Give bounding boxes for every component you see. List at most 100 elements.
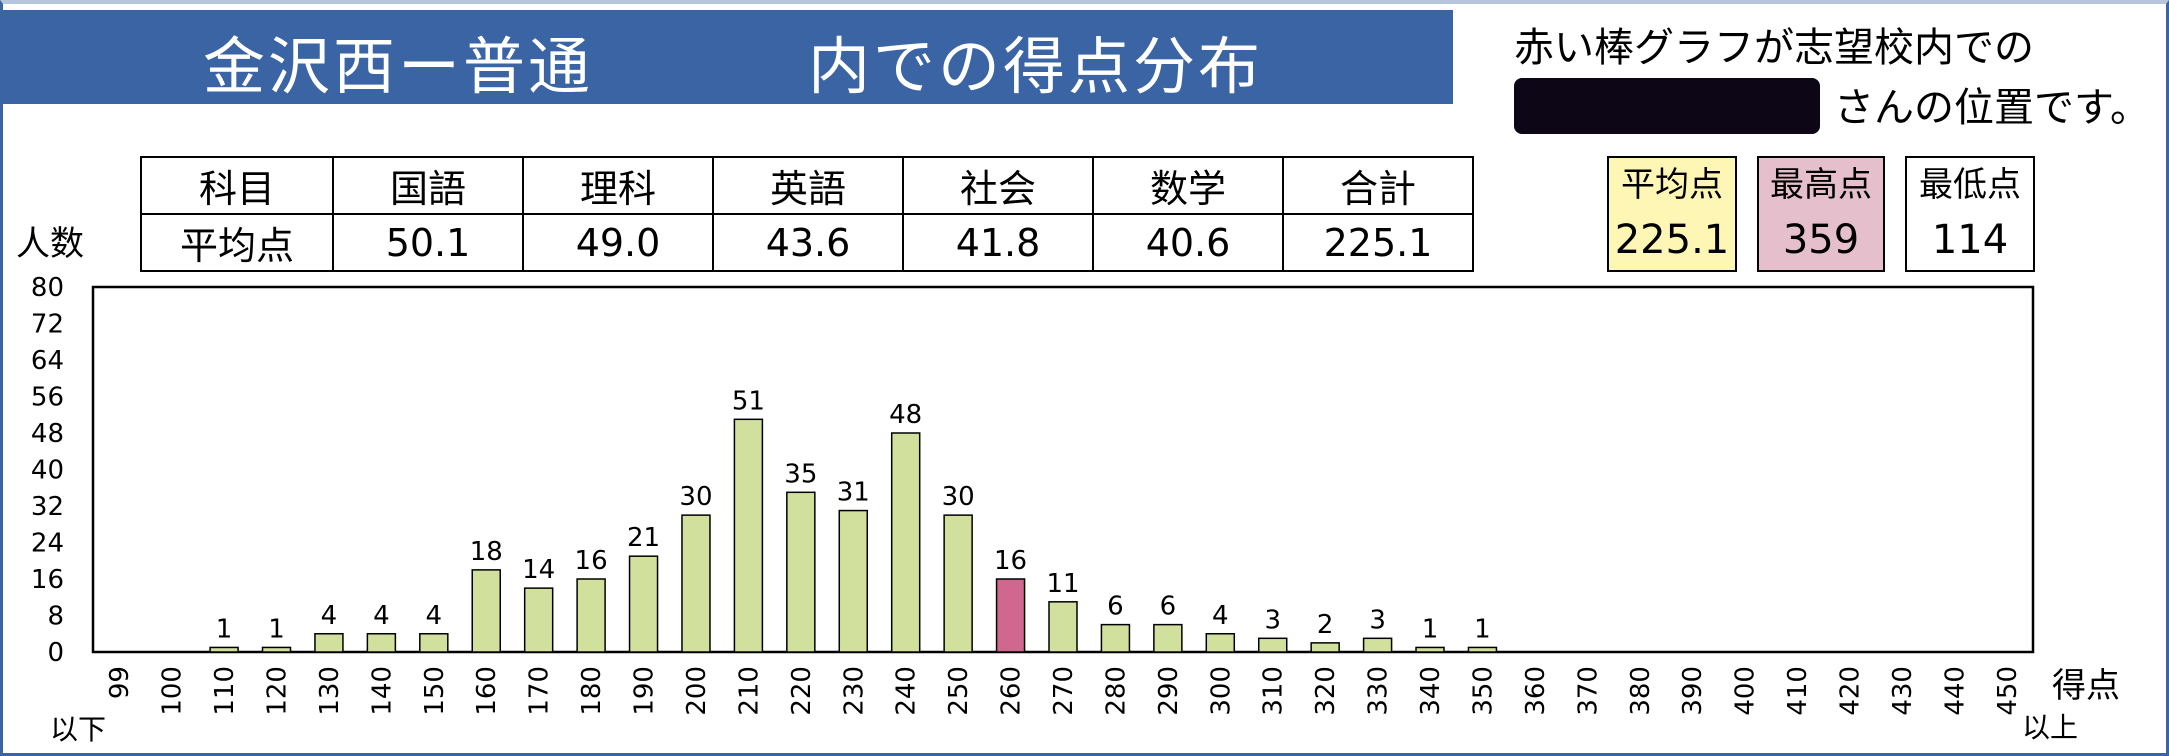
x-tick-label: 200 (682, 666, 712, 716)
bar (890, 432, 921, 653)
x-tick-label: 340 (1416, 666, 1446, 716)
y-axis-label: 人数 (16, 224, 84, 264)
x-tick-label: 150 (420, 666, 450, 716)
y-tick-label: 72 (31, 310, 64, 340)
highlight-bar (995, 578, 1026, 653)
bar-value-label: 18 (470, 537, 503, 567)
y-tick-label: 40 (31, 456, 64, 486)
y-tick-label: 80 (31, 273, 64, 303)
highlight-note-suffix: さんの位置です。 (1834, 85, 2150, 131)
bar (209, 646, 239, 653)
subject-average: 225.1 (1282, 213, 1474, 272)
subject-average: 41.8 (902, 213, 1094, 272)
x-tick-label: 190 (630, 666, 660, 716)
subject-average: 40.6 (1092, 213, 1284, 272)
average-score-box: 平均点 225.1 (1607, 156, 1737, 272)
bar-value-label: 1 (216, 614, 233, 644)
subject-name: 合計 (1282, 156, 1474, 215)
x-axis-label: 得点 (2052, 666, 2120, 706)
x-tick-label: 440 (1940, 666, 1970, 716)
x-tick-label: 290 (1154, 666, 1184, 716)
row-header-average: 平均点 (140, 213, 334, 272)
bar (943, 514, 973, 653)
subject-name: 英語 (712, 156, 904, 215)
x-tick-label: 450 (1993, 666, 2023, 716)
x-tick-label: 430 (1888, 666, 1918, 716)
bar-value-label: 2 (1317, 610, 1334, 640)
x-tick-label: 400 (1731, 666, 1761, 716)
subject-average: 49.0 (522, 213, 714, 272)
x-tick-label: 110 (210, 666, 240, 716)
x-tick-label: 220 (787, 666, 817, 716)
x-tick-label: 120 (263, 666, 293, 716)
bar-value-label: 4 (373, 601, 390, 631)
x-tick-label: 300 (1206, 666, 1236, 716)
x-tick-label: 310 (1259, 666, 1289, 716)
min-score-value: 114 (1931, 217, 2009, 263)
bar (786, 491, 816, 653)
average-row: 平均点 50.1 49.0 43.6 41.8 40.6 225.1 (140, 213, 1474, 272)
y-tick-label: 64 (31, 346, 64, 376)
x-tick-label: 390 (1678, 666, 1708, 716)
min-score-label: 最低点 (1919, 165, 2021, 205)
x-tick-label: 320 (1311, 666, 1341, 716)
x-tick-label: 410 (1783, 666, 1813, 716)
x-tick-label: 160 (472, 666, 502, 716)
bar (628, 555, 659, 653)
max-score-value: 359 (1782, 217, 1860, 263)
subject-name: 社会 (902, 156, 1094, 215)
bar (366, 633, 397, 653)
bar-value-label: 51 (732, 386, 765, 416)
subject-name: 理科 (522, 156, 714, 215)
bar-value-label: 31 (837, 478, 870, 508)
x-tick-label: 370 (1573, 666, 1603, 716)
bar-value-label: 1 (1474, 614, 1491, 644)
page-title: 金沢西ー普通 (203, 30, 594, 103)
title-banner: 金沢西ー普通 内での得点分布 (3, 10, 1453, 104)
x-tick-label: 100 (158, 666, 188, 716)
y-tick-label: 56 (31, 383, 64, 413)
below-range-label: 以下 (50, 713, 107, 746)
row-header-subject: 科目 (140, 156, 334, 215)
bar-value-label: 1 (268, 614, 285, 644)
subject-name: 数学 (1092, 156, 1284, 215)
bar (1415, 646, 1445, 653)
page-subtitle: 内での得点分布 (808, 30, 1264, 103)
x-tick-label: 99 (105, 666, 135, 699)
bar-value-label: 11 (1046, 569, 1079, 599)
y-tick-label: 16 (31, 565, 64, 595)
x-tick-label: 350 (1468, 666, 1498, 716)
highlight-note: 赤い棒グラフが志望校内での (1514, 25, 2034, 71)
bar-value-label: 16 (575, 546, 608, 576)
y-tick-label: 32 (31, 492, 64, 522)
x-tick-label: 280 (1101, 666, 1131, 716)
bar (471, 569, 501, 653)
subject-name: 国語 (332, 156, 524, 215)
x-tick-label: 380 (1626, 666, 1656, 716)
x-tick-label: 270 (1049, 666, 1079, 716)
min-score-box: 最低点 114 (1905, 156, 2035, 272)
x-tick-label: 240 (892, 666, 922, 716)
bar (1362, 637, 1393, 653)
max-score-label: 最高点 (1770, 165, 1872, 205)
bar (1467, 646, 1498, 653)
above-range-label: 以上 (2022, 711, 2079, 744)
x-tick-label: 250 (944, 666, 974, 716)
bar (838, 509, 869, 653)
x-tick-label: 230 (839, 666, 869, 716)
x-tick-label: 180 (577, 666, 607, 716)
average-score-label: 平均点 (1621, 165, 1723, 205)
bar (1257, 637, 1288, 653)
x-tick-label: 360 (1521, 666, 1551, 716)
bar-value-label: 3 (1264, 605, 1281, 635)
bar (523, 587, 554, 653)
y-tick-label: 0 (47, 638, 64, 668)
y-tick-label: 48 (31, 419, 64, 449)
bar (1048, 601, 1078, 653)
max-score-box: 最高点 359 (1757, 156, 1885, 272)
bar-value-label: 14 (522, 555, 555, 585)
x-tick-label: 130 (315, 666, 345, 716)
x-tick-label: 260 (997, 666, 1027, 716)
y-tick-label: 24 (31, 529, 64, 559)
